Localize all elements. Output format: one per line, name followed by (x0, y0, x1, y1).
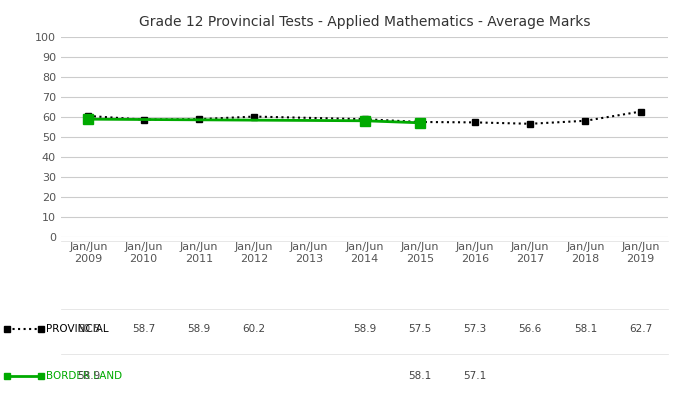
Text: 58.7: 58.7 (132, 324, 155, 334)
Text: 58.9: 58.9 (187, 324, 211, 334)
Text: 60.5: 60.5 (77, 324, 100, 334)
Text: 58.1: 58.1 (574, 324, 597, 334)
Text: 58.9: 58.9 (77, 371, 100, 381)
Text: 56.6: 56.6 (518, 324, 542, 334)
Text: 62.7: 62.7 (629, 324, 652, 334)
Text: PROVINCIAL: PROVINCIAL (46, 324, 109, 334)
Text: 57.3: 57.3 (463, 324, 487, 334)
Text: 58.9: 58.9 (353, 324, 376, 334)
Text: 57.5: 57.5 (408, 324, 431, 334)
Text: 60.2: 60.2 (242, 324, 265, 334)
Text: 58.1: 58.1 (408, 371, 431, 381)
Text: 57.1: 57.1 (463, 371, 487, 381)
Title: Grade 12 Provincial Tests - Applied Mathematics - Average Marks: Grade 12 Provincial Tests - Applied Math… (139, 15, 590, 29)
Text: BORDER LAND: BORDER LAND (46, 371, 122, 381)
